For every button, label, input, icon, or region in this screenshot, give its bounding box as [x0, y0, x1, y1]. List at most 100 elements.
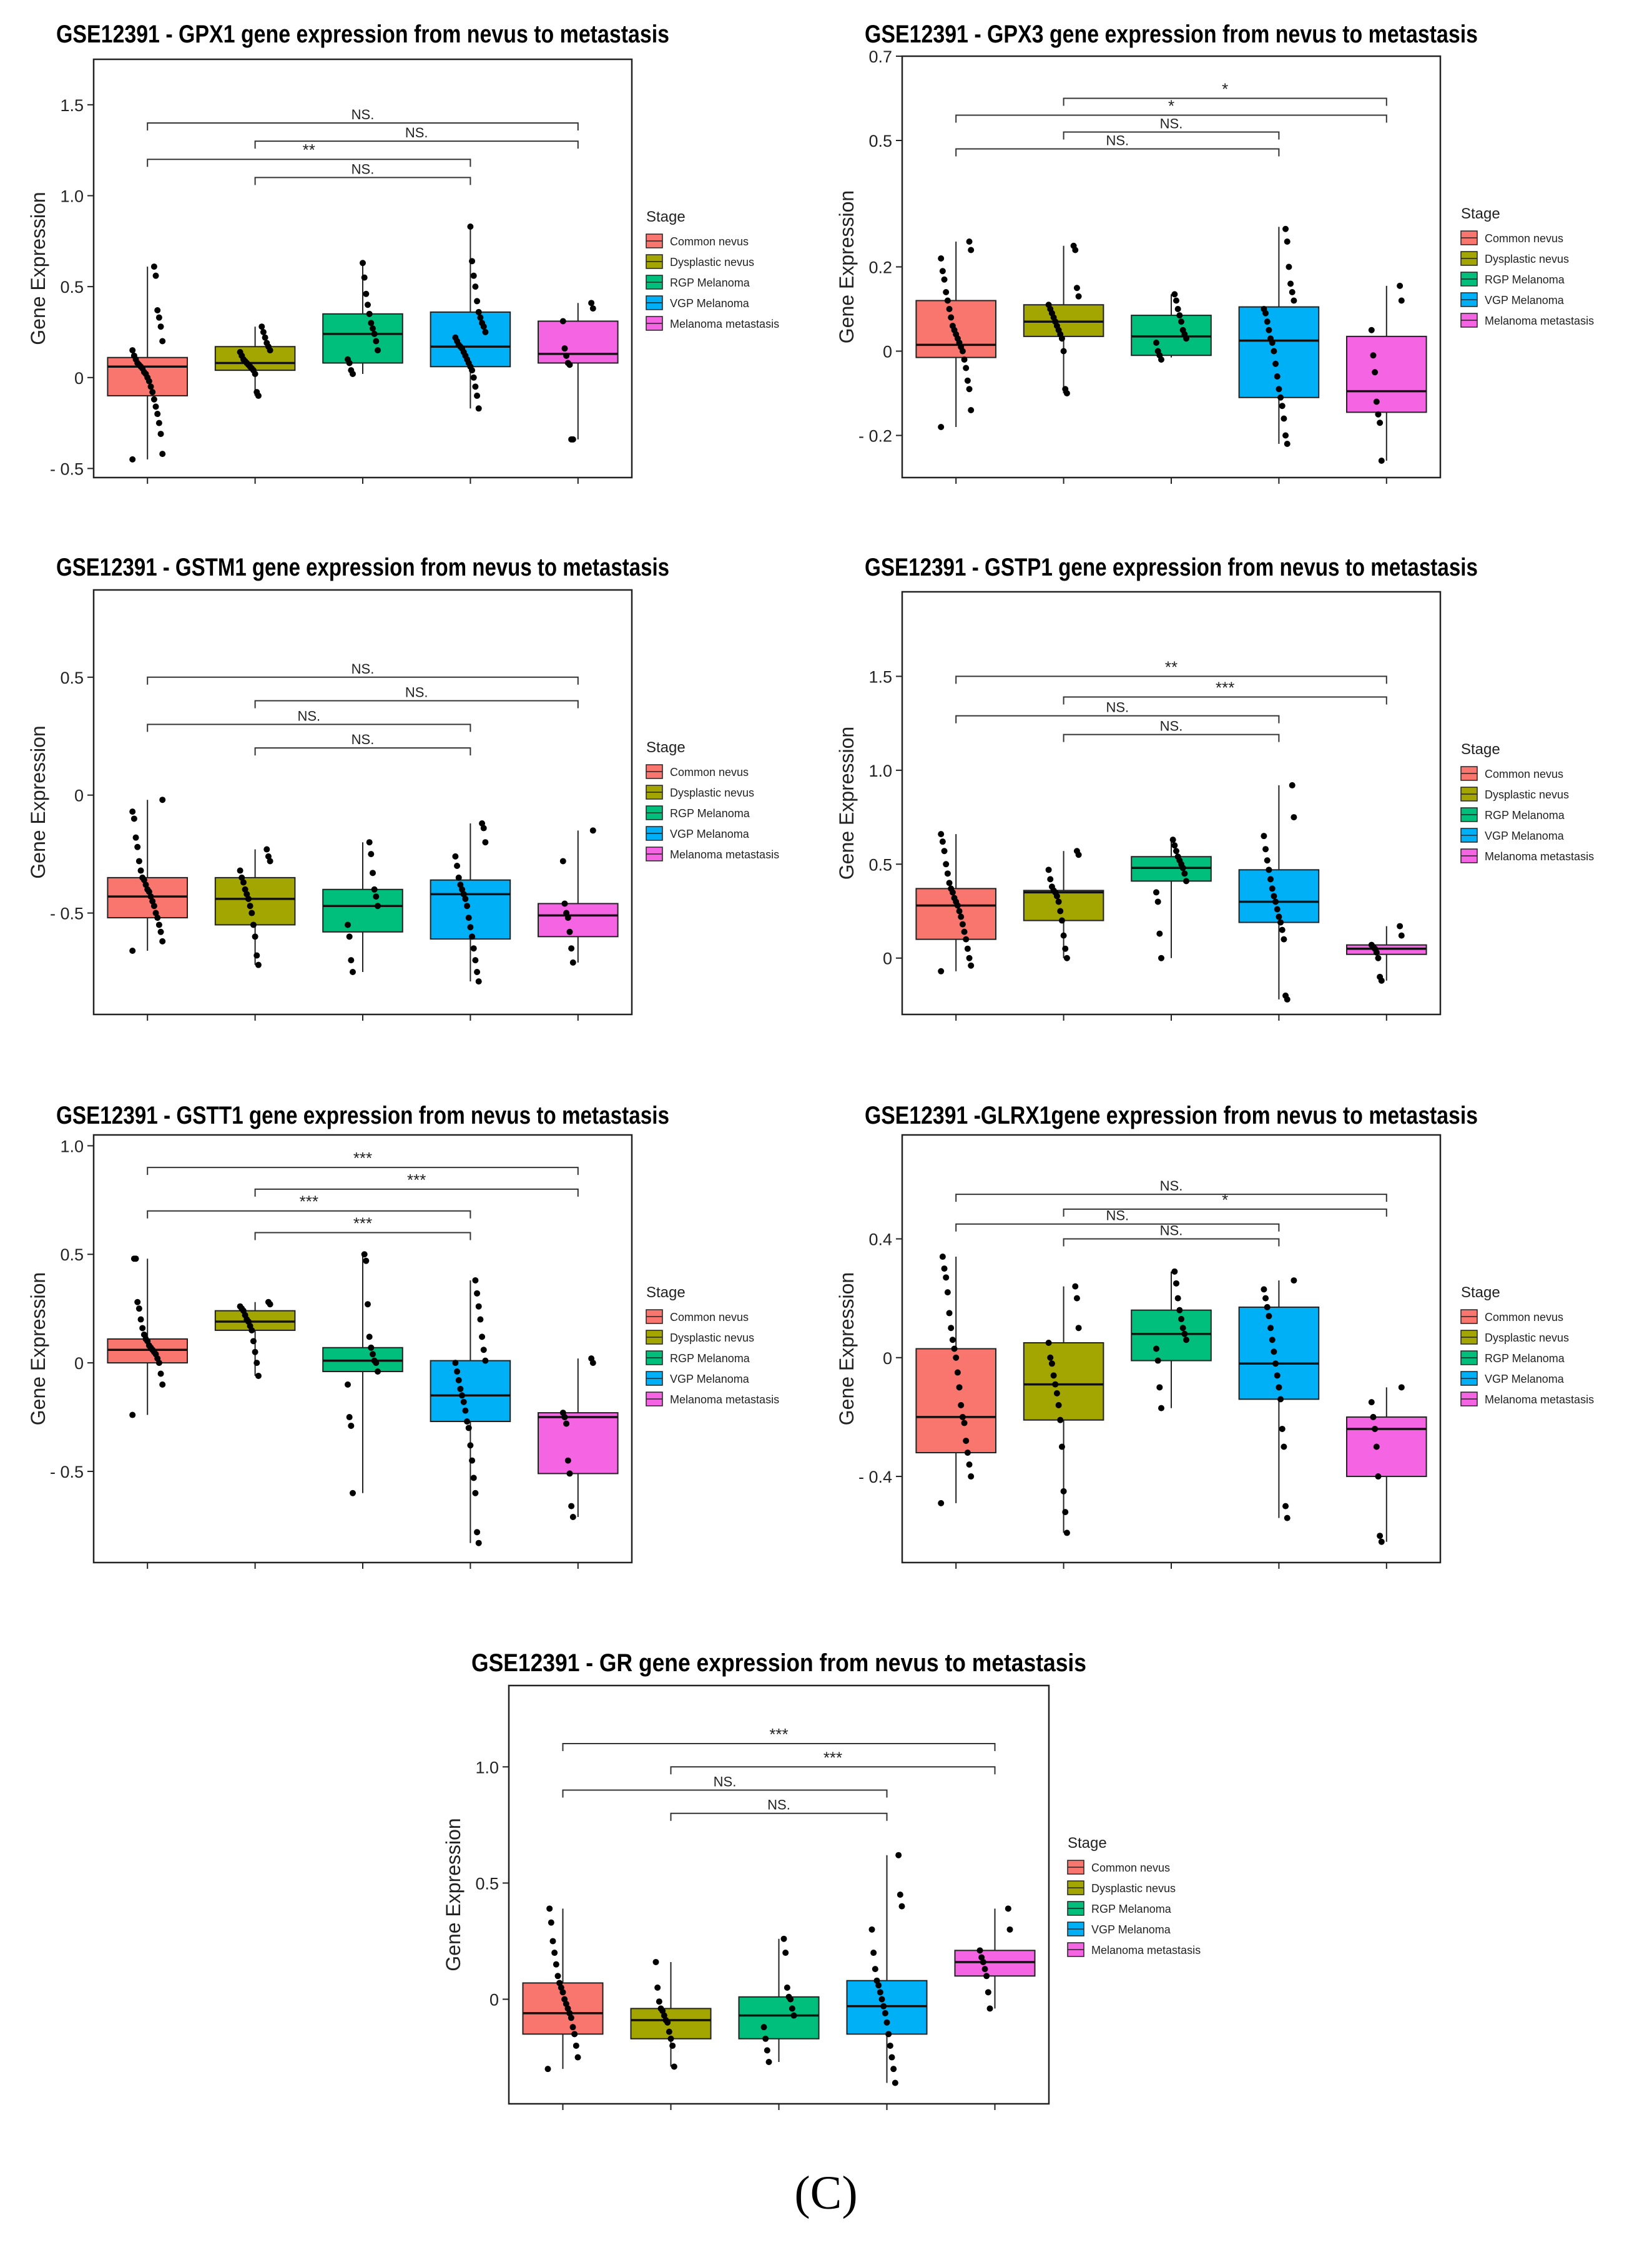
bracket-label: NS.: [1160, 1178, 1183, 1194]
data-point: [1377, 420, 1384, 426]
data-point: [237, 867, 243, 874]
data-point: [938, 255, 945, 262]
y-tick-label: 1.0: [475, 1758, 499, 1777]
chart-panel-glrx1: GSE12391 -GLRX1gene expression from nevu…: [818, 1099, 1652, 1636]
data-point: [252, 933, 258, 940]
data-point: [951, 895, 958, 901]
box-vgp-melanoma: [1238, 782, 1320, 1003]
data-point: [475, 1303, 482, 1310]
data-point: [130, 352, 137, 359]
data-point: [1047, 876, 1054, 883]
legend-label-rgp-melanoma: RGP Melanoma: [1485, 1352, 1565, 1365]
data-point: [346, 1414, 353, 1421]
y-axis-label: Gene Expression: [835, 190, 858, 343]
significance-bracket: NS.: [562, 1774, 888, 1798]
significance-bracket: **: [147, 140, 471, 167]
data-point: [464, 903, 471, 910]
bracket-label: NS.: [352, 107, 375, 122]
data-point: [765, 2059, 772, 2065]
box-rgp-melanoma: [1131, 291, 1212, 363]
data-point: [134, 843, 141, 850]
data-point: [1005, 1905, 1011, 1912]
data-point: [1373, 1443, 1380, 1450]
legend-label-vgp-melanoma: VGP Melanoma: [1091, 1923, 1171, 1936]
data-point: [956, 1384, 963, 1391]
data-point: [1045, 1339, 1052, 1346]
box-iqr: [538, 320, 619, 364]
data-point: [370, 1351, 376, 1358]
data-point: [571, 2031, 578, 2038]
data-point: [474, 1529, 481, 1536]
data-point: [956, 908, 963, 915]
data-point: [1176, 1307, 1183, 1313]
legend-label-common-nevus: Common nevus: [1485, 232, 1563, 245]
data-point: [482, 1357, 489, 1364]
bracket-line: [1063, 1238, 1280, 1247]
data-point: [949, 323, 956, 329]
data-point: [563, 910, 570, 916]
data-point: [868, 1926, 875, 1933]
data-point: [1370, 352, 1377, 359]
bracket-line: [147, 724, 471, 732]
bracket-label: NS.: [352, 732, 375, 747]
legend-label-vgp-melanoma: VGP Melanoma: [670, 828, 750, 840]
data-point: [1055, 1401, 1062, 1408]
chart-svg: GSE12391 - GPX3 gene expression from nev…: [835, 21, 1594, 484]
significance-bracket: NS.: [147, 107, 579, 130]
bracket-line: [1063, 696, 1387, 705]
data-point: [968, 407, 975, 413]
data-point: [1179, 326, 1186, 333]
data-point: [1277, 1396, 1284, 1403]
data-point: [1176, 312, 1183, 319]
chart-title: GSE12391 - GPX1 gene expression from nev…: [56, 21, 669, 48]
data-point: [265, 1298, 272, 1305]
box-iqr: [1238, 1306, 1320, 1400]
legend-label-dysplastic-nevus: Dysplastic nevus: [670, 1332, 754, 1344]
data-point: [1289, 782, 1296, 788]
data-point: [895, 1852, 902, 1858]
box-rgp-melanoma: [322, 839, 403, 975]
data-point: [1271, 893, 1277, 900]
data-point: [941, 276, 948, 283]
legend-label-common-nevus: Common nevus: [670, 766, 749, 778]
data-point: [1276, 913, 1282, 920]
data-point: [1073, 848, 1080, 855]
bracket-label: NS.: [1160, 1222, 1183, 1238]
data-point: [350, 1490, 356, 1496]
y-tick-label: 0: [883, 343, 892, 361]
data-point: [474, 392, 481, 399]
data-point: [130, 815, 137, 822]
data-point: [129, 808, 136, 815]
bracket-label: NS.: [297, 708, 320, 724]
data-point: [479, 1333, 486, 1340]
bracket-label: NS.: [1106, 133, 1129, 149]
y-tick-label: - 0.2: [858, 427, 892, 446]
box-melanoma-metastasis: [1346, 282, 1427, 464]
data-point: [944, 870, 951, 877]
data-point: [1397, 282, 1404, 289]
bracket-line: [670, 1766, 996, 1775]
data-point: [248, 910, 255, 916]
data-point: [978, 1954, 985, 1961]
bracket-label: NS.: [1160, 116, 1183, 132]
data-point: [1271, 348, 1277, 355]
box-rgp-melanoma: [322, 260, 403, 377]
data-point: [265, 853, 272, 860]
data-point: [462, 1407, 469, 1414]
y-tick-label: 0: [489, 1991, 499, 2010]
data-point: [1183, 878, 1189, 885]
data-point: [943, 1274, 950, 1281]
data-point: [1063, 1529, 1070, 1536]
y-tick-label: - 0.5: [50, 905, 84, 923]
data-point: [1073, 285, 1080, 292]
data-point: [159, 938, 166, 945]
data-point: [1058, 917, 1065, 924]
chart-panel-gstm1: GSE12391 - GSTM1 gene expression from ne…: [0, 549, 826, 1086]
data-point: [1267, 1325, 1274, 1332]
data-point: [373, 338, 380, 345]
data-point: [1047, 1354, 1054, 1361]
data-point: [1075, 1325, 1082, 1332]
legend: Stage Common nevus Dysplastic nevus RGP Mel…: [646, 1284, 779, 1406]
bracket-line: [147, 122, 579, 130]
data-point: [361, 1251, 368, 1258]
